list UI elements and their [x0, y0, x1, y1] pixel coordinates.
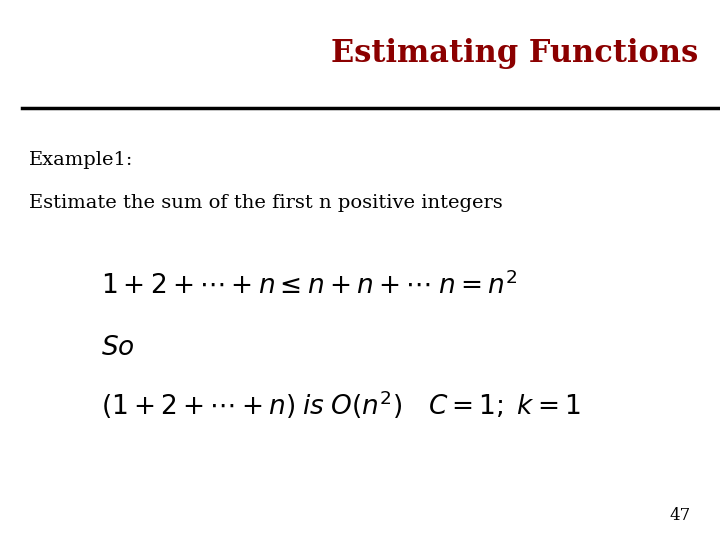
Text: $1+2+\cdots +n \leq n+n+\cdots\; n = n^2$: $1+2+\cdots +n \leq n+n+\cdots\; n = n^2… [101, 270, 518, 299]
Text: 47: 47 [670, 507, 691, 524]
Text: $\mathit{So}$: $\mathit{So}$ [101, 335, 135, 360]
Text: Estimating Functions: Estimating Functions [331, 38, 698, 69]
Text: $(1+2+\cdots +n)\; \mathit{is}\; O(n^2) \quad C=1;\; k=1$: $(1+2+\cdots +n)\; \mathit{is}\; O(n^2) … [101, 389, 581, 421]
Text: Estimate the sum of the first n positive integers: Estimate the sum of the first n positive… [29, 194, 503, 212]
Text: Example1:: Example1: [29, 151, 133, 169]
